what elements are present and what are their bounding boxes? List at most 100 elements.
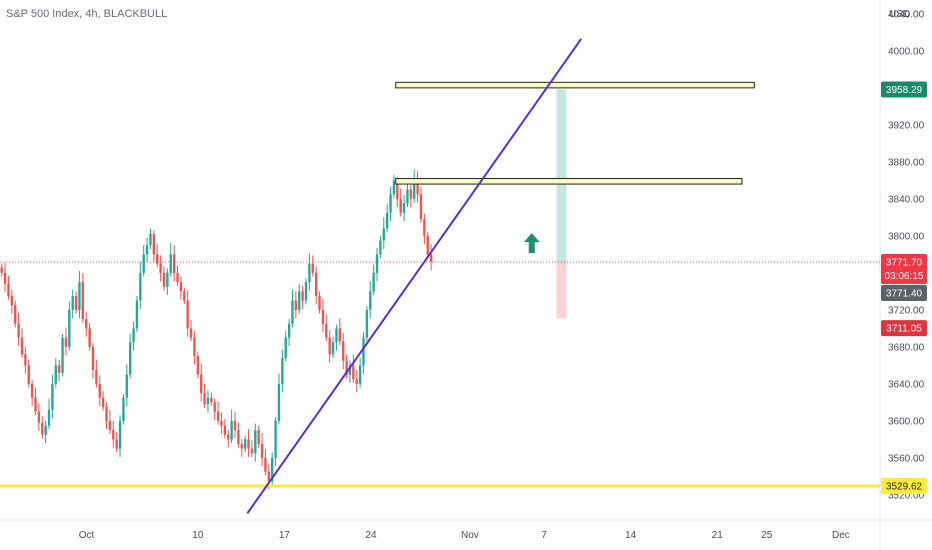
time-axis[interactable]: Oct 10 17 24 Nov 7 14 21 25 Dec — [79, 530, 850, 541]
candle-body — [41, 422, 44, 435]
candle-body — [271, 457, 274, 481]
y-tick-label: 3840.00 — [888, 194, 925, 205]
candle-body — [409, 189, 413, 199]
candle-body — [385, 212, 389, 229]
candle-body — [429, 254, 433, 262]
candle-body — [7, 283, 10, 296]
y-tick-label: 4040.00 — [888, 9, 925, 20]
candle-body — [402, 203, 406, 213]
candle-body — [264, 457, 267, 472]
candle-body — [392, 180, 396, 195]
target-price-label-text: 3958.29 — [886, 85, 923, 96]
current-price-label: 3771.70 03:06:15 — [881, 254, 927, 285]
x-tick-label: Nov — [461, 530, 479, 541]
candle-body — [304, 282, 308, 301]
candle-body — [375, 254, 379, 273]
candle-body — [162, 272, 166, 287]
candle-body — [30, 383, 34, 398]
candle-body — [183, 291, 186, 301]
candle-body — [54, 365, 57, 384]
current-price-text: 3771.70 — [886, 258, 923, 269]
y-tick-label: 3880.00 — [888, 157, 925, 168]
candle-body — [230, 420, 233, 440]
y-tick-label: 3720.00 — [888, 305, 925, 316]
candle-body — [396, 180, 399, 199]
candle-body — [101, 397, 105, 407]
symbol-title[interactable]: S&P 500 Index, 4h, BLACKBULL — [6, 8, 168, 20]
candle-body — [301, 291, 304, 301]
candle-body — [179, 282, 183, 292]
candle-body — [206, 397, 210, 405]
y-tick-label: 3560.00 — [888, 453, 925, 464]
candle-body — [318, 296, 321, 310]
candle-body — [291, 300, 294, 324]
candle-body — [382, 228, 385, 241]
candle-body — [78, 282, 81, 310]
countdown-text: 03:06:15 — [885, 271, 924, 282]
candle-body — [88, 328, 91, 347]
candle-body — [74, 296, 78, 310]
candle-body — [287, 323, 291, 338]
candle-body — [139, 272, 142, 301]
candle-body — [203, 393, 206, 405]
candle-body — [64, 337, 68, 347]
candle-body — [335, 328, 338, 343]
candle-body — [142, 254, 145, 273]
candle-body — [216, 411, 220, 421]
candle-body — [20, 337, 24, 355]
candle-body — [34, 397, 37, 412]
candle-body — [426, 235, 429, 255]
x-tick-label: 17 — [279, 530, 291, 541]
candle-body — [85, 319, 88, 329]
prev-close-label: 3771.40 — [881, 285, 927, 302]
trendline[interactable] — [246, 38, 583, 514]
candle-body — [227, 434, 230, 440]
support-price-label: 3529.62 — [881, 477, 927, 494]
candle-body — [44, 425, 47, 435]
candle-body — [389, 194, 392, 213]
candle-body — [260, 444, 264, 458]
candle-body — [166, 272, 169, 287]
candle-body — [17, 323, 20, 338]
target-zone[interactable] — [556, 89, 567, 263]
candle-body — [196, 356, 199, 375]
x-tick-label: Oct — [79, 530, 95, 541]
stop-price-label-bg — [881, 320, 927, 337]
candle-body — [193, 337, 196, 357]
y-tick-label: 3600.00 — [888, 416, 925, 427]
candle-body — [311, 263, 314, 273]
candle-body — [325, 323, 328, 338]
candle-body — [369, 291, 372, 310]
candle-body — [223, 425, 227, 435]
candle-body — [250, 448, 254, 454]
resistance-zone[interactable] — [395, 178, 743, 185]
candle-body — [243, 439, 247, 449]
y-tick-label: 3800.00 — [888, 231, 925, 242]
up-arrow-icon[interactable] — [523, 233, 540, 254]
candle-body — [3, 272, 7, 284]
x-tick-label: 10 — [192, 530, 204, 541]
candle-body — [379, 240, 382, 255]
candle-body — [254, 430, 257, 454]
y-tick-label: 3680.00 — [888, 342, 925, 353]
candle-body — [328, 337, 331, 355]
current-price-bg — [881, 254, 927, 285]
x-tick-label: 7 — [541, 530, 547, 541]
candle-body — [57, 365, 61, 373]
candle-body — [338, 328, 342, 342]
resistance-zone[interactable] — [395, 81, 755, 89]
candle-body — [68, 309, 71, 347]
candle-body — [345, 360, 348, 375]
candle-body — [27, 365, 30, 384]
stop-zone[interactable] — [556, 262, 567, 319]
candle-body — [149, 234, 152, 246]
x-tick-label: Dec — [832, 530, 850, 541]
candle-body — [122, 397, 125, 421]
candle-body — [210, 397, 213, 403]
x-tick-label: 14 — [625, 530, 637, 541]
candle-body — [0, 267, 3, 273]
candle-body — [118, 420, 122, 449]
candle-body — [128, 342, 132, 375]
y-tick-label: 3640.00 — [888, 379, 925, 390]
